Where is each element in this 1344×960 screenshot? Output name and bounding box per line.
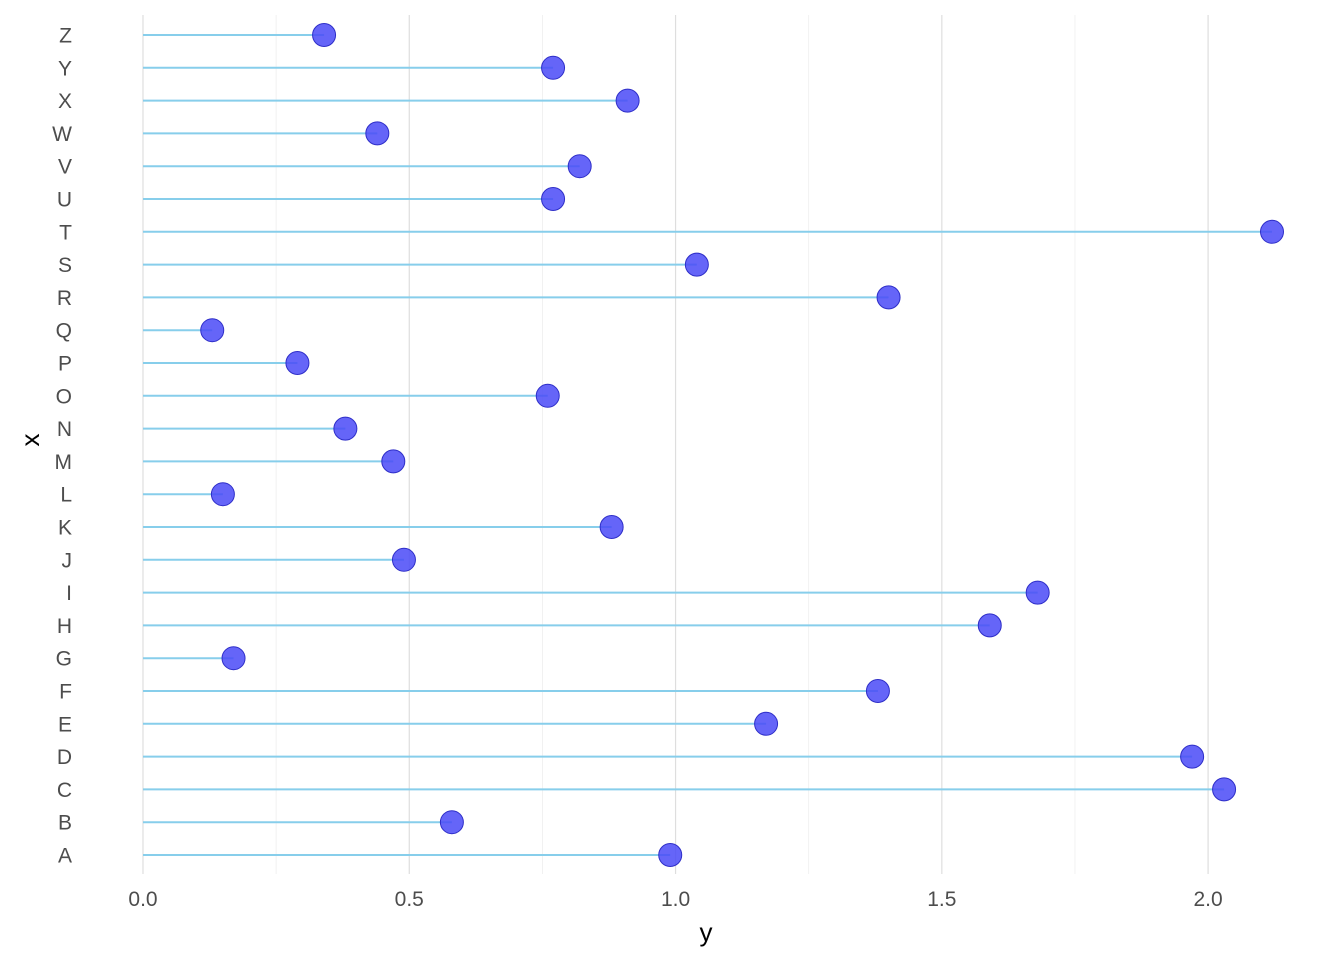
lollipop-point <box>865 679 890 703</box>
y-tick-label: K <box>58 517 72 540</box>
y-tick-label: X <box>58 90 72 113</box>
y-tick-label: Q <box>56 320 72 343</box>
y-tick-label: R <box>57 287 72 310</box>
y-tick-label: C <box>57 779 72 802</box>
x-tick-label: 1.0 <box>661 888 690 911</box>
lollipop-point <box>210 482 235 507</box>
lollipop-point <box>541 55 566 80</box>
lollipop-point <box>876 285 901 310</box>
y-tick-label: L <box>60 484 72 507</box>
lollipop-point <box>1212 777 1237 802</box>
lollipop-point <box>658 843 683 867</box>
y-tick-label: U <box>57 189 72 212</box>
x-tick-label: 2.0 <box>1193 888 1222 911</box>
lollipop-point <box>615 88 640 113</box>
lollipop-point <box>1025 580 1050 605</box>
y-tick-label: M <box>55 451 73 474</box>
y-tick-label: H <box>57 615 72 638</box>
lollipop-point <box>1180 744 1205 769</box>
y-tick-label: T <box>59 221 72 244</box>
y-tick-label: Z <box>59 25 72 48</box>
lollipop-point <box>535 383 560 408</box>
x-axis-tick-labels: 0.0 0.5 1.0 1.5 2.0 <box>128 888 1222 911</box>
lollipop-point <box>754 711 779 736</box>
lollipop-point <box>200 318 225 343</box>
lollipop-point <box>684 252 709 277</box>
lollipop-points <box>200 23 1284 867</box>
y-tick-label: A <box>58 845 72 868</box>
y-tick-label: O <box>56 385 72 408</box>
y-tick-label: V <box>58 156 72 179</box>
lollipop-point <box>541 187 566 211</box>
lollipop-point <box>381 449 406 474</box>
lollipop-point <box>312 23 337 47</box>
y-tick-label: Y <box>58 57 72 80</box>
lollipop-point <box>599 515 624 539</box>
lollipop-stems <box>143 34 1272 856</box>
y-tick-label: F <box>59 681 72 704</box>
y-tick-label: S <box>58 254 72 277</box>
x-axis-title: y <box>700 917 713 947</box>
y-tick-label: I <box>66 582 72 605</box>
lollipop-point <box>365 121 390 146</box>
lollipop-point <box>285 351 310 375</box>
lollipop-point <box>977 613 1002 638</box>
x-tick-label: 0.5 <box>395 888 424 911</box>
lollipop-point <box>439 810 464 835</box>
lollipop-point <box>1260 219 1284 244</box>
y-tick-label: W <box>52 123 72 146</box>
lollipop-point <box>567 154 592 179</box>
x-tick-label: 0.0 <box>128 888 157 911</box>
lollipop-point <box>333 416 358 441</box>
y-tick-label: N <box>57 418 72 441</box>
y-tick-label: D <box>57 746 72 769</box>
y-tick-label: J <box>62 549 73 572</box>
lollipop-point <box>391 547 416 572</box>
y-axis-title: x <box>15 434 45 447</box>
y-tick-label: P <box>58 353 72 376</box>
grid-lines <box>142 15 1209 874</box>
y-tick-label: E <box>58 713 72 736</box>
x-tick-label: 1.5 <box>927 888 956 911</box>
lollipop-point <box>221 646 246 671</box>
y-tick-label: G <box>56 648 72 671</box>
y-tick-label: B <box>58 812 72 835</box>
